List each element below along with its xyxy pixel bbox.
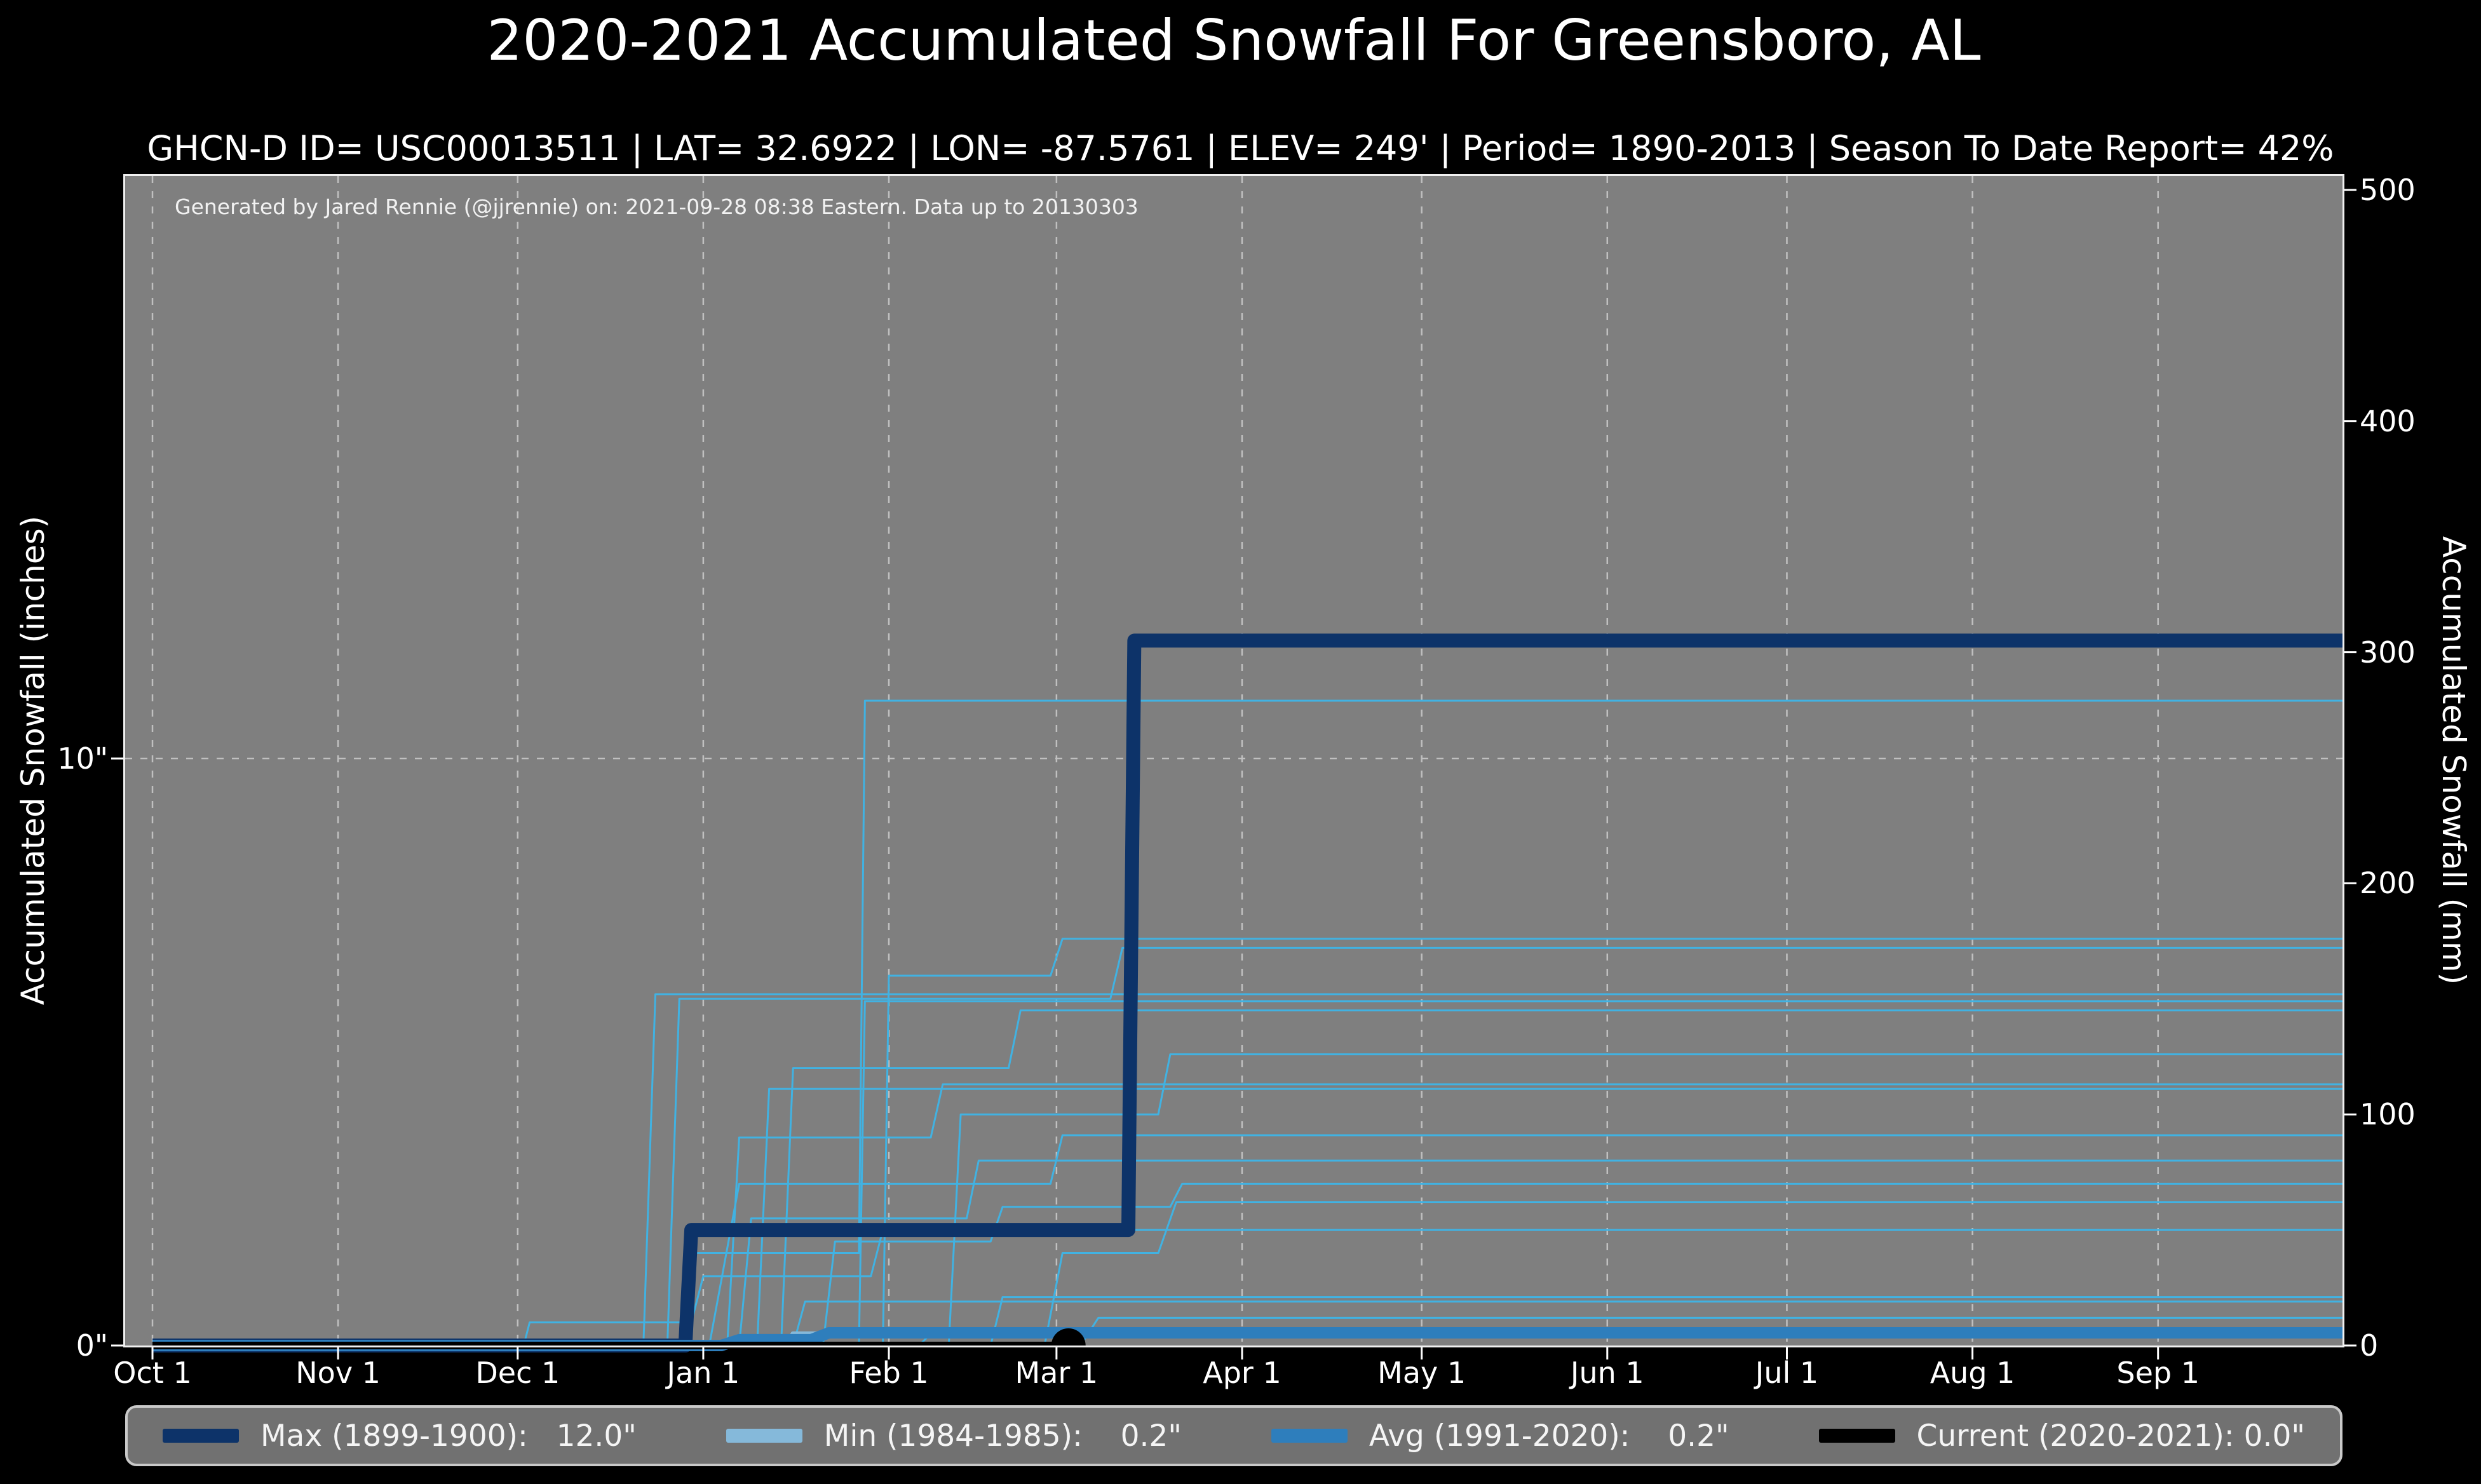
legend-label-max: Max (1899-1900): 12.0": [260, 1418, 637, 1454]
right-tick-label-100: 100: [2360, 1097, 2416, 1132]
chart-subtitle: GHCN-D ID= USC00013511 | LAT= 32.6922 | …: [147, 128, 2334, 168]
season-line-11: [152, 1182, 2342, 1347]
x-tick-label-aug1: Aug 1: [1930, 1356, 2015, 1390]
right-tick-label-500: 500: [2360, 173, 2416, 207]
series-max-line: [152, 633, 2342, 1352]
x-tick-label-feb1: Feb 1: [849, 1356, 929, 1390]
legend-item-max: Max (1899-1900): 12.0": [163, 1419, 637, 1454]
legend-swatch-avg: [1271, 1429, 1348, 1443]
legend-label-min: Min (1984-1985): 0.2": [823, 1418, 1182, 1454]
right-tick-label-400: 400: [2360, 403, 2416, 438]
x-tick-label-mar1: Mar 1: [1015, 1356, 1099, 1390]
plot-area: [111, 176, 2356, 1363]
season-line-4: [152, 1000, 2342, 1347]
left-tick-label-0mm: 0": [76, 1328, 108, 1363]
x-tick-label-jan1: Jan 1: [666, 1356, 740, 1390]
left-tick-label-254mm: 10": [57, 741, 108, 776]
legend-item-current: Current (2020-2021): 0.0": [1818, 1418, 2305, 1454]
legend: Max (1899-1900): 12.0" Min (1984-1985): 0…: [125, 1405, 2342, 1466]
x-tick-label-jun1: Jun 1: [1570, 1356, 1644, 1390]
right-tick-label-200: 200: [2360, 866, 2416, 901]
x-tick-label-jul1: Jul 1: [1755, 1356, 1819, 1390]
y-axis-label-right: Accumulated Snowfall (mm): [2435, 536, 2472, 985]
season-line-3: [152, 993, 2342, 1347]
legend-item-avg: Avg (1991-2020): 0.2": [1271, 1419, 1729, 1454]
season-line-1: [152, 938, 2342, 1347]
season-line-7: [152, 1083, 2342, 1347]
x-tick-label-may1: May 1: [1377, 1356, 1466, 1390]
chart-title: 2020-2021 Accumulated Snowfall For Green…: [487, 8, 1981, 73]
legend-item-min: Min (1984-1985): 0.2": [726, 1419, 1182, 1454]
x-tick-label-apr1: Apr 1: [1203, 1356, 1281, 1390]
x-tick-label-oct1: Oct 1: [113, 1356, 192, 1390]
season-line-12: [152, 1201, 2342, 1347]
x-tick-label-sep1: Sep 1: [2116, 1356, 2200, 1390]
generated-by-annotation: Generated by Jared Rennie (@jjrennie) on…: [175, 194, 1139, 219]
x-tick-label-dec1: Dec 1: [475, 1356, 560, 1390]
legend-label-avg: Avg (1991-2020): 0.2": [1369, 1418, 1729, 1454]
legend-swatch-max: [163, 1429, 239, 1443]
legend-swatch-current: [1818, 1429, 1895, 1443]
season-line-8: [152, 1088, 2342, 1347]
right-tick-label-0: 0: [2360, 1328, 2379, 1363]
right-tick-label-300: 300: [2360, 635, 2416, 670]
season-line-5: [152, 1009, 2342, 1347]
chart-svg: [111, 176, 2356, 1363]
x-tick-label-nov1: Nov 1: [295, 1356, 381, 1390]
legend-label-current: Current (2020-2021): 0.0": [1916, 1418, 2305, 1454]
season-line-9: [152, 1134, 2342, 1347]
season-line-0: [152, 699, 2342, 1347]
legend-swatch-min: [726, 1429, 802, 1443]
season-line-2: [152, 947, 2342, 1347]
